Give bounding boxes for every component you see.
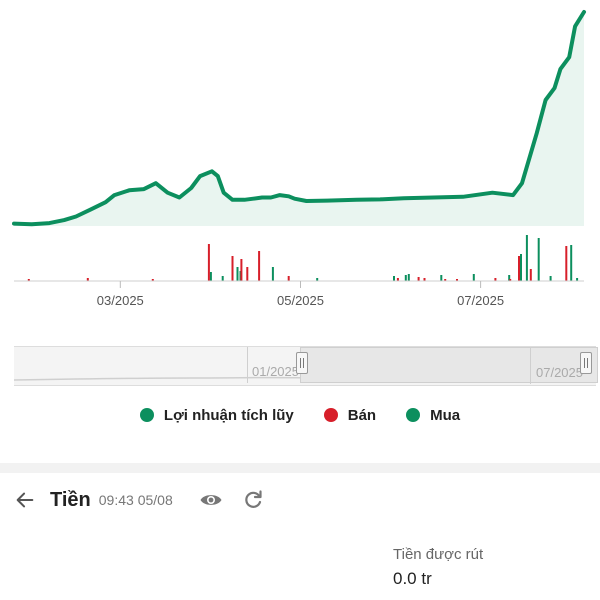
sell-volume-bar bbox=[565, 246, 568, 281]
sell-volume-bar bbox=[287, 276, 290, 281]
sell-volume-bar bbox=[518, 256, 520, 281]
sell-volume-bar bbox=[240, 259, 243, 281]
legend-label-sell: Bán bbox=[347, 406, 377, 424]
cash-timestamp: 09:43 05/08 bbox=[98, 492, 173, 508]
withdrawable-value: 0.0 tr bbox=[393, 569, 432, 588]
sell-volume-bar bbox=[444, 279, 447, 281]
sell-volume-bar bbox=[86, 278, 89, 281]
sell-volume-bar bbox=[417, 277, 420, 281]
buy-volume-bar bbox=[520, 254, 522, 281]
legend-item-sell[interactable]: Bán bbox=[323, 406, 377, 424]
buy-volume-bar bbox=[549, 276, 552, 281]
legend-item-buy[interactable]: Mua bbox=[406, 407, 460, 424]
buy-volume-bar bbox=[316, 278, 319, 281]
buy-volume-bar bbox=[440, 275, 443, 281]
sell-volume-bar bbox=[27, 279, 30, 281]
sell-volume-bar bbox=[207, 244, 210, 281]
withdrawable-label: Tiền được rút bbox=[393, 546, 484, 563]
profit-chart-svg: 03/2025 05/2025 07/2025 bbox=[12, 10, 586, 308]
sell-volume-bar bbox=[258, 251, 261, 281]
sell-volume-bar bbox=[456, 279, 458, 281]
x-tick-label: 05/2025 bbox=[277, 293, 324, 308]
profit-chart[interactable]: 03/2025 05/2025 07/2025 bbox=[0, 0, 600, 320]
buy-volume-bar bbox=[407, 274, 410, 281]
sell-volume-bar bbox=[151, 279, 154, 281]
legend-item-profit[interactable]: Lợi nhuận tích lũy bbox=[139, 406, 294, 424]
section-divider bbox=[0, 463, 600, 473]
eye-icon[interactable] bbox=[199, 488, 223, 512]
cumulative-profit-line bbox=[12, 10, 586, 227]
buy-volume-bar bbox=[209, 272, 212, 281]
buy-volume-bar bbox=[508, 275, 511, 281]
range-divider-left bbox=[247, 347, 248, 383]
sell-volume-bar bbox=[246, 267, 249, 281]
buy-volume-bar bbox=[472, 274, 475, 281]
sell-volume-bar bbox=[494, 278, 497, 281]
buy-volume-bar bbox=[271, 267, 274, 281]
buy-volume-bar bbox=[236, 267, 239, 281]
legend-dot-sell bbox=[323, 408, 338, 422]
range-selected-window[interactable]: 07/2025 bbox=[300, 347, 598, 384]
buy-volume-bar bbox=[576, 278, 579, 281]
range-handle-left[interactable] bbox=[296, 352, 308, 374]
buy-volume-bar bbox=[393, 276, 395, 281]
x-tick-label: 03/2025 bbox=[97, 293, 144, 308]
range-right-label: 07/2025 bbox=[536, 365, 583, 380]
legend-dot-buy bbox=[406, 408, 421, 422]
range-handle-right[interactable] bbox=[580, 352, 592, 374]
sell-volume-bar bbox=[509, 279, 512, 281]
buy-volume-bar bbox=[404, 275, 407, 281]
back-arrow-icon[interactable] bbox=[14, 489, 36, 511]
legend-label-buy: Mua bbox=[430, 406, 461, 424]
sell-volume-bar bbox=[423, 278, 426, 281]
x-axis-ticks: 03/2025 05/2025 07/2025 bbox=[97, 281, 504, 308]
buy-volume-bar bbox=[525, 235, 528, 281]
legend-dot-profit bbox=[139, 408, 154, 422]
withdrawable-cash: Tiền được rút 0.0 tr bbox=[393, 546, 483, 589]
buy-volume-bar bbox=[221, 276, 224, 281]
sell-volume-bar bbox=[529, 269, 532, 281]
buy-volume-bar bbox=[537, 238, 540, 281]
cumulative-profit-area bbox=[14, 12, 584, 226]
date-range-selector[interactable]: 01/2025 07/2025 bbox=[14, 346, 598, 386]
sell-volume-bar bbox=[231, 256, 234, 281]
buy-volume-bar bbox=[570, 245, 573, 281]
legend-label-profit: Lợi nhuận tích lũy bbox=[163, 406, 294, 424]
cash-title: Tiền bbox=[50, 488, 91, 511]
sell-volume-bar bbox=[396, 278, 399, 281]
volume-bars bbox=[27, 235, 579, 281]
range-divider-right bbox=[530, 348, 531, 384]
cash-header: Tiền 09:43 05/08 bbox=[14, 485, 283, 515]
range-left-label: 01/2025 bbox=[252, 364, 299, 379]
refresh-icon[interactable] bbox=[241, 488, 265, 512]
chart-legend: Lợi nhuận tích lũy Bán Mua bbox=[0, 402, 600, 428]
x-tick-label: 07/2025 bbox=[457, 293, 504, 308]
